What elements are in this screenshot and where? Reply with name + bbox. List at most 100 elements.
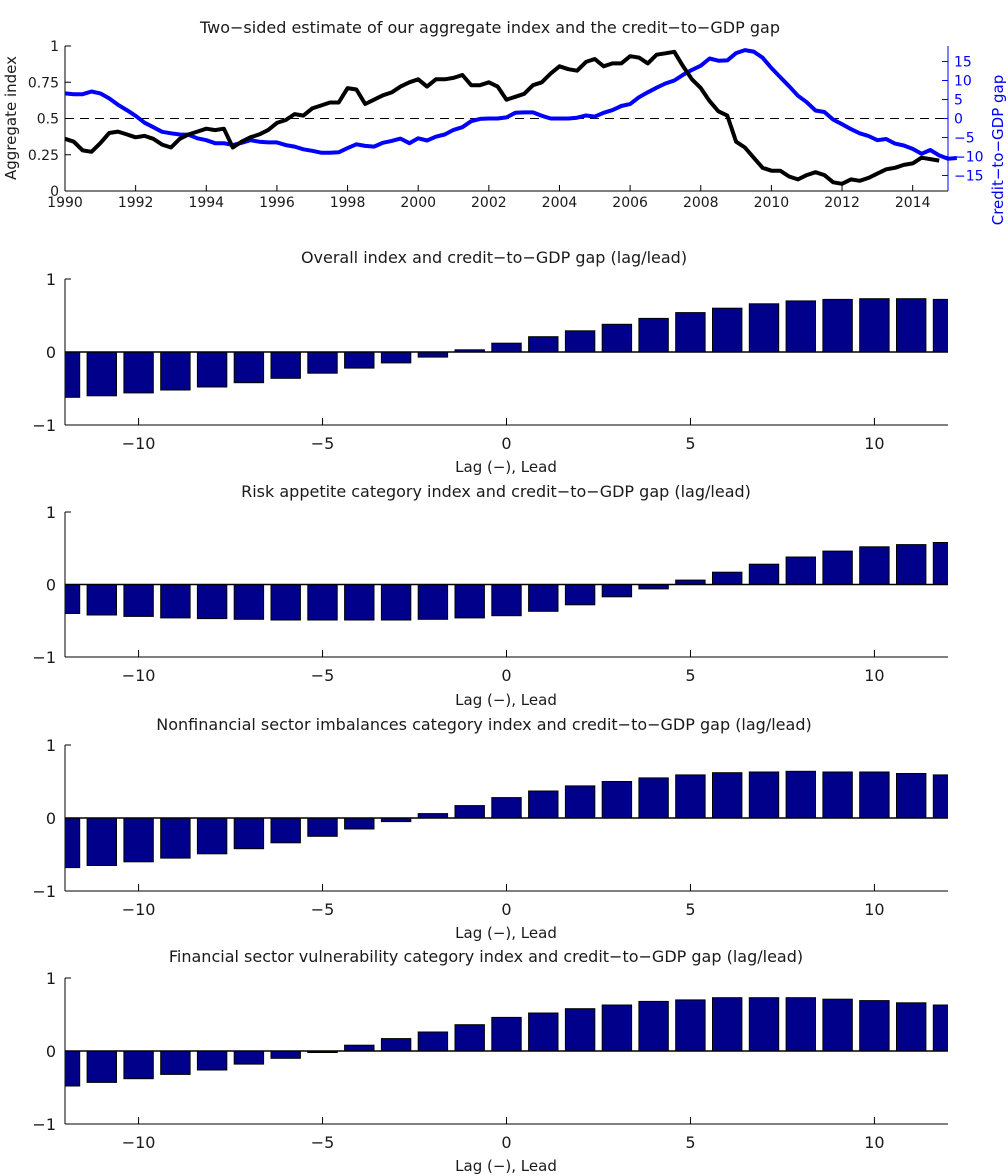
bar bbox=[822, 550, 853, 585]
bar bbox=[307, 817, 338, 837]
x-tick-label: 1990 bbox=[47, 195, 83, 211]
axes: −101−10 −5 0 5 10 bbox=[32, 503, 948, 685]
x-tick-label: 5 bbox=[685, 1133, 695, 1152]
x-tick-label: 5 bbox=[685, 666, 695, 685]
bar bbox=[785, 300, 816, 353]
y-tick-label: −1 bbox=[32, 882, 56, 901]
y-tick-label: 1 bbox=[46, 270, 56, 289]
x-tick-label: 0 bbox=[501, 666, 511, 685]
y-tick-label-right: −10 bbox=[954, 149, 984, 165]
bar bbox=[491, 797, 522, 819]
x-tick-label: 5 bbox=[685, 900, 695, 919]
chart-title: Nonfinancial sector imbalances category … bbox=[156, 715, 811, 734]
y-tick-label-left: 0.5 bbox=[37, 112, 59, 128]
y-tick-label: 0 bbox=[46, 809, 56, 828]
bar bbox=[270, 351, 301, 379]
bar bbox=[528, 584, 559, 612]
x-tick-label: −10 bbox=[122, 1133, 156, 1152]
bar bbox=[65, 351, 81, 398]
x-tick-label: 2002 bbox=[471, 195, 507, 211]
bar bbox=[344, 1044, 375, 1052]
bar bbox=[417, 1031, 449, 1052]
bar bbox=[528, 790, 559, 819]
bar bbox=[748, 563, 780, 586]
chart-title: Financial sector vulnerability category … bbox=[169, 947, 803, 966]
x-tick-label: −5 bbox=[311, 1133, 335, 1152]
x-axis-label: Lag (−), Lead bbox=[455, 1157, 557, 1175]
bar bbox=[380, 1038, 412, 1052]
bar bbox=[380, 351, 412, 364]
bar bbox=[785, 556, 816, 585]
plot-area bbox=[64, 48, 957, 186]
bar bbox=[896, 544, 927, 585]
panel-financial-vulnerability-lag-lead: Financial sector vulnerability category … bbox=[32, 947, 948, 1175]
bar bbox=[601, 781, 633, 819]
x-tick-label: 10 bbox=[864, 1133, 884, 1152]
bar bbox=[233, 1050, 265, 1065]
axes: −101−10 −5 0 5 10 bbox=[32, 736, 948, 919]
series-line-aggregate-index bbox=[64, 49, 940, 186]
bar bbox=[196, 817, 228, 855]
panel-aggregate-index-vs-credit-gap: Two−sided estimate of our aggregate inde… bbox=[2, 18, 1007, 225]
bar bbox=[454, 584, 485, 619]
bar bbox=[417, 584, 449, 620]
x-tick-label: 10 bbox=[864, 900, 884, 919]
x-tick-label: 0 bbox=[501, 1133, 511, 1152]
bar bbox=[822, 298, 853, 353]
y-tick-label-right: −15 bbox=[954, 168, 984, 184]
y-axis-label-right: Credit−to−GDP gap bbox=[989, 75, 1007, 226]
x-tick-label: 10 bbox=[864, 666, 884, 685]
x-tick-label: 5 bbox=[685, 434, 695, 453]
bar bbox=[160, 1050, 191, 1075]
bar bbox=[785, 997, 816, 1052]
y-tick-label: −1 bbox=[32, 416, 56, 435]
x-tick-label: 2014 bbox=[895, 195, 931, 211]
bar bbox=[454, 1024, 485, 1052]
bar bbox=[123, 817, 154, 863]
bar bbox=[491, 584, 522, 617]
bar bbox=[675, 774, 706, 819]
x-tick-label: −5 bbox=[311, 900, 335, 919]
bar bbox=[86, 1050, 117, 1083]
bar bbox=[307, 351, 338, 374]
y-tick-label-right: −5 bbox=[954, 130, 975, 146]
x-tick-label: 2012 bbox=[824, 195, 860, 211]
bar bbox=[270, 584, 301, 621]
bar bbox=[601, 323, 633, 353]
bar bbox=[160, 584, 191, 619]
x-tick-label: −10 bbox=[122, 900, 156, 919]
x-tick-label: 0 bbox=[501, 434, 511, 453]
bar bbox=[123, 584, 154, 617]
bar bbox=[528, 1012, 559, 1052]
bar bbox=[932, 298, 948, 353]
bar bbox=[601, 584, 633, 598]
bar bbox=[86, 817, 117, 866]
bar bbox=[528, 336, 559, 353]
y-tick-label-left: 0 bbox=[50, 184, 59, 200]
axes: 0 0.25 0.5 0.75 1 1990 1992 1994 1996 1998 2000 200… bbox=[28, 39, 984, 211]
bar bbox=[564, 785, 596, 819]
bar bbox=[123, 1050, 154, 1080]
x-tick-label: 10 bbox=[864, 434, 884, 453]
bar bbox=[233, 351, 265, 384]
y-tick-label: 0 bbox=[46, 343, 56, 362]
x-tick-label: 1996 bbox=[259, 195, 295, 211]
bars-group bbox=[65, 298, 948, 398]
y-tick-label: 1 bbox=[46, 503, 56, 522]
axes: −101−10 −5 0 5 10 bbox=[32, 270, 948, 453]
bar bbox=[270, 1050, 301, 1059]
bar bbox=[491, 1016, 522, 1052]
x-tick-label: −10 bbox=[122, 434, 156, 453]
bar bbox=[859, 1000, 890, 1052]
bar bbox=[638, 777, 669, 819]
bar bbox=[564, 584, 596, 606]
x-tick-label: 0 bbox=[501, 900, 511, 919]
x-axis-label: Lag (−), Lead bbox=[455, 458, 557, 476]
y-tick-label: 0 bbox=[46, 1042, 56, 1061]
bar bbox=[196, 351, 228, 388]
bar bbox=[123, 351, 154, 394]
bar bbox=[417, 351, 449, 358]
bar bbox=[270, 817, 301, 844]
bar bbox=[196, 584, 228, 620]
x-tick-label: 2000 bbox=[400, 195, 436, 211]
